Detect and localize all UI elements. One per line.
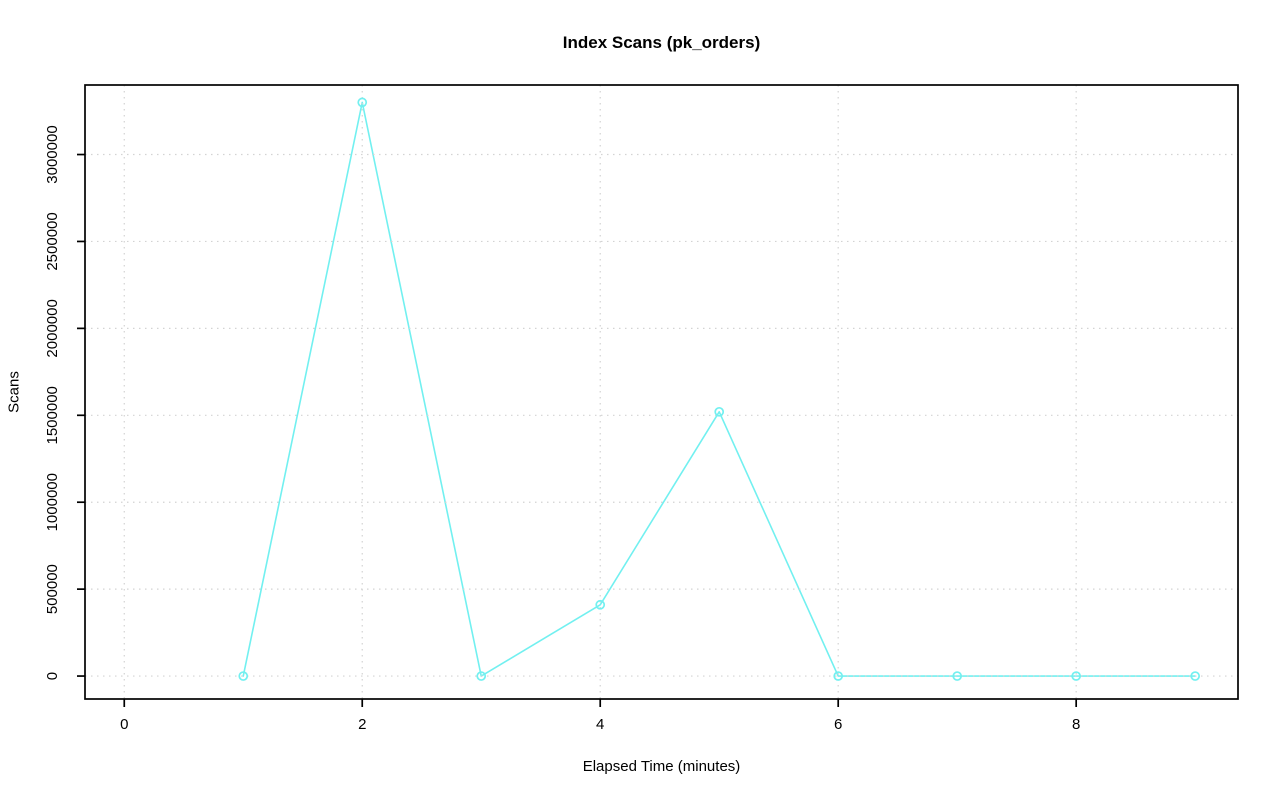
- x-tick-label: 2: [358, 716, 366, 733]
- data-point-marker: [476, 671, 487, 681]
- y-tick-label: 1000000: [44, 473, 61, 531]
- chart-title: Index Scans (pk_orders): [562, 33, 761, 52]
- y-tick-label: 3000000: [44, 125, 61, 183]
- data-point-marker: [1190, 671, 1201, 681]
- data-point-marker: [833, 671, 844, 681]
- x-tick-label: 6: [834, 716, 842, 733]
- y-tick-label: 0: [44, 672, 61, 680]
- data-point-marker: [1071, 671, 1082, 681]
- data-point-marker: [238, 671, 249, 681]
- y-tick-label: 2500000: [44, 212, 61, 270]
- x-tick-label: 0: [120, 716, 128, 733]
- x-tick-label: 4: [596, 716, 604, 733]
- y-tick-label: 1500000: [44, 386, 61, 444]
- x-tick-label: 8: [1072, 716, 1080, 733]
- data-point-marker: [595, 599, 606, 610]
- x-axis-title: Elapsed Time (minutes): [582, 758, 741, 775]
- y-tick-label: 2000000: [44, 299, 61, 357]
- data-point-marker: [952, 671, 963, 681]
- y-axis-title: Scans: [5, 371, 23, 413]
- series-line: [242, 101, 1196, 677]
- plot-border: [84, 84, 1239, 700]
- data-point-marker: [714, 406, 725, 417]
- y-tick-label: 500000: [44, 564, 61, 614]
- data-point-marker: [357, 97, 368, 108]
